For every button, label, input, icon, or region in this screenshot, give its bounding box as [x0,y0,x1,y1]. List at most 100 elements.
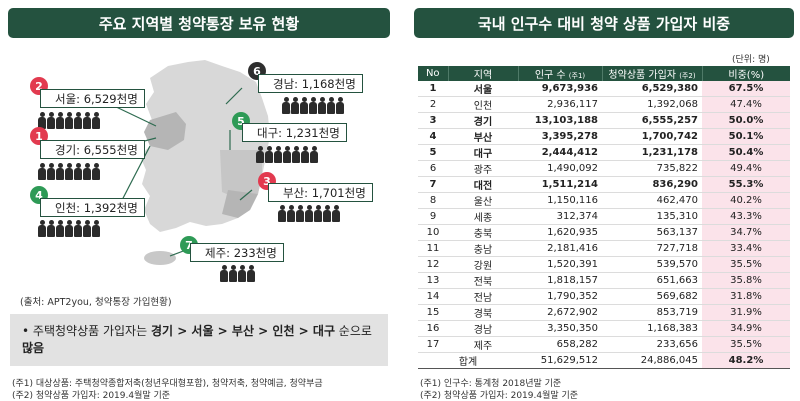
cell-no: 11 [418,240,448,257]
label-busan: 부산: 1,701천명 [268,183,373,202]
person-icon [309,97,317,115]
table-row: 4 부산 3,395,278 1,700,742 50.1% [418,128,790,145]
table-row: 1 서울 9,673,936 6,529,380 67.5% [418,81,790,97]
table-row: 12 강원 1,520,391 539,570 35.5% [418,256,790,273]
korea-map-jeju [144,251,176,265]
left-panel-title: 주요 지역별 청약통장 보유 현황 [8,8,390,38]
cell-region: 부산 [448,128,518,145]
bullet-icon: • [22,324,33,338]
cell-ratio: 31.9% [702,304,790,321]
table-row: 14 전남 1,790,352 569,682 31.8% [418,288,790,305]
person-icon [300,97,308,115]
cell-population: 1,150,116 [518,192,602,209]
cell-no: 7 [418,176,448,193]
cell-region: 제주 [448,336,518,353]
summary-suffix: 순으로 [334,324,372,338]
cell-subscribers: 1,231,178 [602,144,702,161]
cell-subscribers: 727,718 [602,240,702,257]
cell-population: 9,673,936 [518,81,602,97]
cell-region: 대전 [448,176,518,193]
person-icon [314,205,322,223]
person-icon [83,163,91,181]
cell-no: 15 [418,304,448,321]
person-icon [83,112,91,130]
cell-region: 전북 [448,272,518,289]
subscriber-ratio-table: No 지역 인구 수 (주1) 청약상품 가입자 (주2) 비중(%) 1 서울 9… [418,66,790,369]
cell-no: 9 [418,208,448,225]
person-icon [47,220,55,238]
cell-population: 1,511,214 [518,176,602,193]
table-body: 1 서울 9,673,936 6,529,380 67.5% 2 인천 2,936,117 1,… [418,81,790,369]
person-icon [336,97,344,115]
person-icon [301,146,309,164]
table-row: 11 충남 2,181,416 727,718 33.4% [418,240,790,257]
cell-subscribers: 6,529,380 [602,81,702,97]
summary-prefix: 주택청약상품 가입자는 [32,324,151,338]
person-icon [38,220,46,238]
table-row: 3 경기 13,103,188 6,555,257 50.0% [418,112,790,129]
total-label: 합계 [418,352,518,369]
people-icons-gyeongnam [282,97,344,115]
unit-label: (단위: 명) [732,55,770,65]
left-note-2: (주2) 청약상품 가입자: 2019.4월말 기준 [12,391,171,401]
label-gyeongnam: 경남: 1,168천명 [258,74,363,93]
cell-ratio: 67.5% [702,81,790,97]
person-icon [38,163,46,181]
people-icons-gyeonggi [38,163,100,181]
cell-subscribers: 735,822 [602,160,702,177]
person-icon [92,112,100,130]
cell-region: 대구 [448,144,518,161]
table-row: 16 경남 3,350,350 1,168,383 34.9% [418,320,790,337]
person-icon [65,220,73,238]
label-jeju: 제주: 233천명 [190,243,284,262]
cell-region: 인천 [448,96,518,113]
cell-region: 울산 [448,192,518,209]
cell-subscribers: 1,168,383 [602,320,702,337]
person-icon [332,205,340,223]
korea-map-graphic [109,60,295,265]
korea-map-east-region [220,150,262,200]
cell-region: 충북 [448,224,518,241]
cell-population: 2,936,117 [518,96,602,113]
person-icon [305,205,313,223]
person-icon [38,112,46,130]
cell-population: 1,790,352 [518,288,602,305]
person-icon [92,220,100,238]
summary-box: • 주택청약상품 가입자는 경기 > 서울 > 부산 > 인천 > 대구 순으로… [10,314,388,366]
cell-population: 2,672,902 [518,304,602,321]
person-icon [229,265,237,283]
cell-region: 전남 [448,288,518,305]
right-note-2: (주2) 청약상품 가입자: 2019.4월말 기준 [420,391,579,401]
cell-subscribers: 651,663 [602,272,702,289]
person-icon [282,97,290,115]
cell-region: 광주 [448,160,518,177]
label-gyeonggi: 경기: 6,555천명 [40,140,145,159]
person-icon [220,265,228,283]
table-row: 10 충북 1,620,935 563,137 34.7% [418,224,790,241]
person-icon [318,97,326,115]
left-note-1: (주1) 대상상품: 주택청약종합저축(청년우대형포함), 청약저축, 청약예금… [12,379,323,389]
person-icon [327,97,335,115]
person-icon [287,205,295,223]
person-icon [274,146,282,164]
person-icon [323,205,331,223]
cell-subscribers: 233,656 [602,336,702,353]
cell-ratio: 35.5% [702,256,790,273]
people-icons-daegu [256,146,318,164]
person-icon [74,112,82,130]
person-icon [238,265,246,283]
cell-population: 1,620,935 [518,224,602,241]
cell-ratio: 50.1% [702,128,790,145]
person-icon [296,205,304,223]
person-icon [92,163,100,181]
person-icon [83,220,91,238]
cell-no: 3 [418,112,448,129]
header-ratio: 비중(%) [702,66,790,81]
label-seoul: 서울: 6,529천명 [40,89,145,108]
cell-population: 1,520,391 [518,256,602,273]
people-icons-seoul [38,112,100,130]
person-icon [283,146,291,164]
cell-ratio: 49.4% [702,160,790,177]
cell-no: 5 [418,144,448,161]
cell-ratio: 31.8% [702,288,790,305]
